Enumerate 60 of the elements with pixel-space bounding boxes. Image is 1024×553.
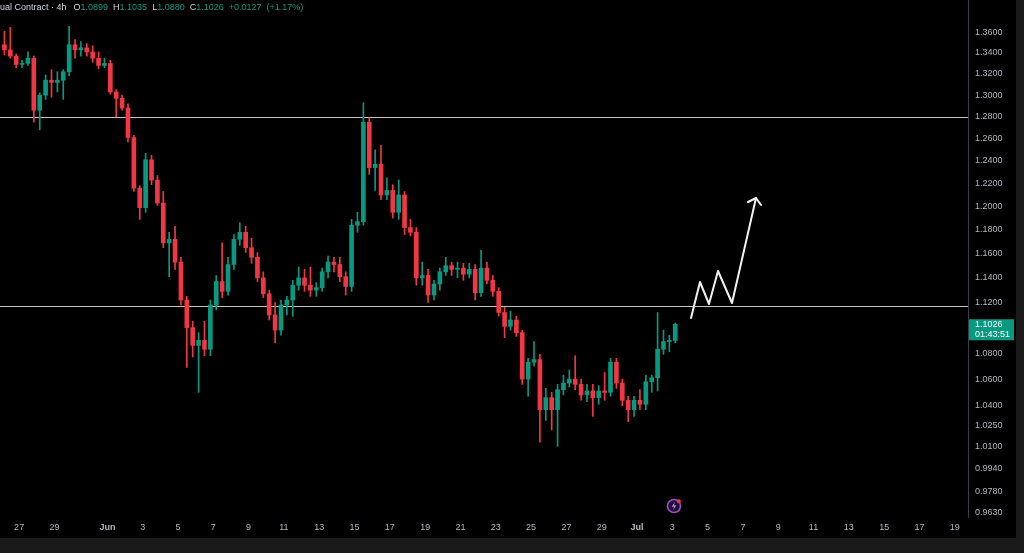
text: 1.1026 [975,319,1003,330]
x-tick-label: 7 [210,521,216,532]
text: 01:43:51 [975,329,1011,340]
x-tick-label: 15 [879,521,890,532]
x-tick-label: 29 [49,521,60,532]
candlestick [637,389,643,410]
y-tick-label: 1.1200 [975,297,1003,307]
x-tick-label: 3 [140,521,146,532]
y-tick-label: 1.2400 [975,155,1003,166]
y-tick-label: 1.3200 [975,68,1003,79]
y-tick-label: 1.0600 [975,373,1003,384]
y-tick-label: 0.9940 [975,463,1003,474]
candlestick [419,261,425,286]
y-tick-label: 0.9630 [975,507,1003,518]
x-tick-label: 19 [949,521,960,532]
y-tick-label: 1.2200 [975,178,1003,188]
x-tick-label: 13 [843,521,854,532]
x-tick-label: 19 [420,521,431,532]
y-tick-label: 1.3000 [975,89,1003,100]
y-tick-label: 1.2000 [975,201,1003,211]
y-tick-label: 1.0400 [975,400,1003,411]
x-tick-label: Jul [630,521,644,532]
x-tick-label: 9 [775,521,781,532]
y-tick-label: 1.0800 [975,347,1003,358]
x-tick-label: 17 [384,521,395,532]
y-tick-label: 1.3400 [975,47,1003,58]
y-tick-label: 1.2800 [975,111,1003,122]
x-tick-label: 11 [808,521,819,532]
x-tick-label: 3 [669,521,675,532]
x-tick-label: 9 [246,521,252,532]
x-tick-label: 15 [349,521,360,532]
x-tick-label: 11 [279,521,289,532]
x-tick-label: 5 [705,521,711,532]
y-tick-label: 1.1600 [975,248,1003,259]
y-tick-label: 1.1400 [975,272,1003,283]
x-tick-label: 5 [175,521,181,532]
candlestick [7,26,13,59]
chart-title: ual Contract · 4h [0,2,67,12]
candlestick [567,369,572,388]
x-tick-label: 27 [14,521,25,532]
x-tick-label: 17 [914,521,925,532]
candlestick [219,242,225,298]
y-tick-label: 0.9780 [975,485,1003,496]
candlestick [19,59,25,68]
x-tick-label: 7 [740,521,746,532]
chart-subtitle: O1.0899 H1.1035 L1.0880 C1.1026 +0.0127 (+1.17%) [73,1,304,13]
x-tick-label: 21 [455,521,466,532]
x-tick-label: 25 [526,521,537,532]
x-tick-label: 23 [490,521,501,532]
y-tick-label: 1.0100 [975,440,1003,451]
x-tick-label: 29 [596,521,607,532]
x-tick-label: Jun [99,521,116,532]
y-tick-label: 1.3600 [975,26,1003,37]
x-tick-label: 13 [314,521,325,532]
candlestick [166,231,172,277]
y-tick-label: 1.2600 [975,133,1003,144]
y-tick-label: 1.1800 [975,224,1003,235]
candlestick [78,41,84,57]
y-tick-label: 1.0250 [975,420,1003,431]
x-tick-label: 27 [561,521,572,532]
